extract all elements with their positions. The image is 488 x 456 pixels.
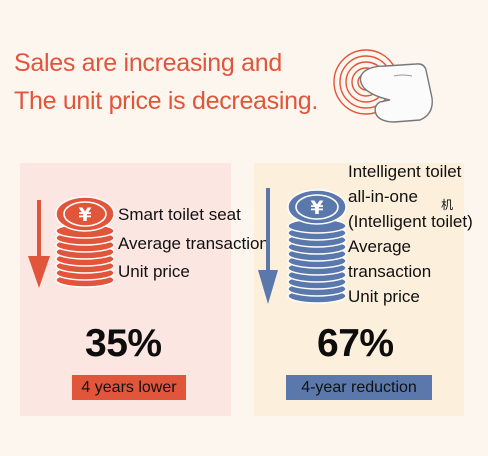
char-note: 机 [441,198,454,212]
left-percentage: 35% [85,322,162,365]
left-label-line: Unit price [118,262,190,281]
finger-touch-icon [333,49,433,123]
left-badge: 4 years lower [72,375,186,400]
down-arrow-icon [258,188,278,304]
svg-text:¥: ¥ [310,197,323,219]
left-panel [20,163,231,416]
left-label: Smart toilet seat Average transaction Un… [118,201,269,287]
right-percentage: 67% [317,322,394,365]
right-label-line: Average [348,237,412,256]
headline-line-2: The unit price is decreasing. [14,87,318,115]
yen-coin-stack-icon: ¥ [55,196,115,288]
left-label-line: Average transaction [118,233,269,253]
svg-text:¥: ¥ [78,204,91,226]
headline-line-1: Sales are increasing and [14,49,282,77]
left-label-line: Smart toilet seat [118,205,241,224]
right-label-line: transaction [348,262,432,281]
right-label-line: Intelligent toilet [348,162,462,181]
yen-coin-stack-icon: ¥ [287,189,347,304]
down-arrow-icon [28,200,50,288]
headline: Sales are increasing and The unit price … [14,44,318,120]
right-label: Intelligent toilet all-in-one (Intellige… [348,159,488,309]
right-label-line: all-in-one [348,187,418,206]
right-label-line: Unit price [348,287,420,306]
right-label-line: (Intelligent toilet) [348,212,473,231]
right-badge: 4-year reduction [286,375,432,400]
